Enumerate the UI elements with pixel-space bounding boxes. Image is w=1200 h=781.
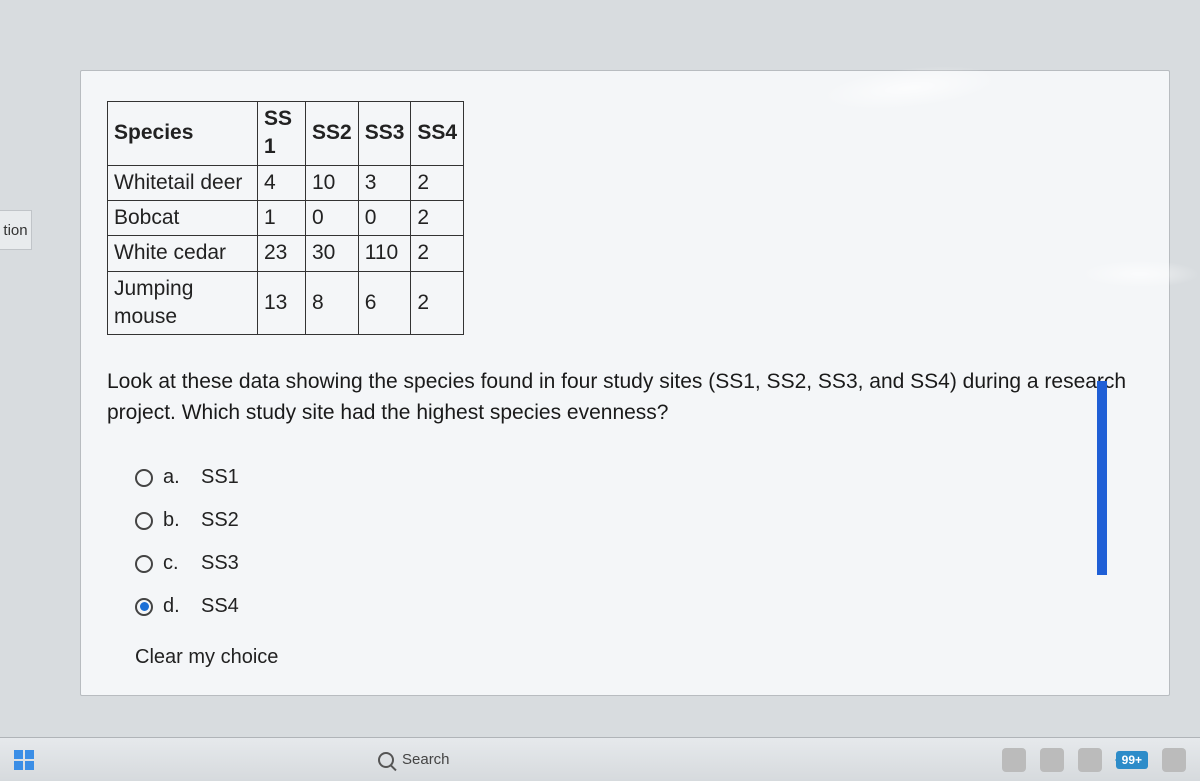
search-icon	[378, 752, 394, 768]
table-cell: 0	[306, 201, 359, 236]
taskbar-app-icon[interactable]	[1002, 748, 1026, 772]
option-b[interactable]: b. SS2	[135, 499, 1143, 542]
taskbar-app-icon[interactable]	[1162, 748, 1186, 772]
option-label: SS3	[201, 552, 239, 575]
radio-icon[interactable]	[135, 512, 153, 530]
search-placeholder: Search	[402, 751, 450, 768]
option-label: SS4	[201, 595, 239, 618]
table-header: Species	[108, 102, 258, 166]
species-data-table: Species SS 1 SS2 SS3 SS4 Whitetail deer …	[107, 101, 464, 335]
table-cell: 1	[258, 201, 306, 236]
table-cell: 10	[306, 165, 359, 200]
answer-options: a. SS1 b. SS2 c. SS3 d. SS4	[135, 456, 1143, 628]
question-text: Look at these data showing the species f…	[107, 367, 1143, 428]
radio-icon-selected[interactable]	[135, 598, 153, 616]
taskbar-search[interactable]: Search	[378, 751, 450, 768]
table-header-row: Species SS 1 SS2 SS3 SS4	[108, 102, 464, 166]
table-cell: Bobcat	[108, 201, 258, 236]
table-cell: 23	[258, 236, 306, 271]
option-letter: d.	[163, 595, 191, 618]
option-letter: a.	[163, 466, 191, 489]
table-cell: 3	[358, 165, 411, 200]
table-header: SS3	[358, 102, 411, 166]
option-label: SS1	[201, 466, 239, 489]
option-letter: b.	[163, 509, 191, 532]
table-row: Whitetail deer 4 10 3 2	[108, 165, 464, 200]
start-button[interactable]	[14, 750, 34, 770]
sidebar-fragment: tion	[0, 210, 32, 250]
table-cell: 2	[411, 165, 464, 200]
taskbar-app-icon[interactable]	[1040, 748, 1064, 772]
table-cell: Jumping mouse	[108, 271, 258, 335]
option-c[interactable]: c. SS3	[135, 542, 1143, 585]
clear-choice-link[interactable]: Clear my choice	[135, 646, 278, 669]
windows-taskbar[interactable]: Search 99+	[0, 737, 1200, 781]
option-label: SS2	[201, 509, 239, 532]
table-cell: 2	[411, 271, 464, 335]
table-cell: 110	[358, 236, 411, 271]
table-cell: White cedar	[108, 236, 258, 271]
radio-icon[interactable]	[135, 555, 153, 573]
table-row: Jumping mouse 13 8 6 2	[108, 271, 464, 335]
table-cell: 4	[258, 165, 306, 200]
table-cell: 0	[358, 201, 411, 236]
table-header: SS 1	[258, 102, 306, 166]
table-cell: 13	[258, 271, 306, 335]
scroll-indicator[interactable]	[1097, 381, 1107, 575]
table-row: Bobcat 1 0 0 2	[108, 201, 464, 236]
option-d[interactable]: d. SS4	[135, 585, 1143, 628]
table-cell: 8	[306, 271, 359, 335]
table-header: SS4	[411, 102, 464, 166]
table-cell: Whitetail deer	[108, 165, 258, 200]
radio-icon[interactable]	[135, 469, 153, 487]
table-cell: 30	[306, 236, 359, 271]
option-a[interactable]: a. SS1	[135, 456, 1143, 499]
notification-badge[interactable]: 99+	[1116, 751, 1148, 769]
table-cell: 2	[411, 201, 464, 236]
option-letter: c.	[163, 552, 191, 575]
table-row: White cedar 23 30 110 2	[108, 236, 464, 271]
table-cell: 6	[358, 271, 411, 335]
sidebar-fragment-text: tion	[3, 222, 27, 239]
taskbar-app-icon[interactable]	[1078, 748, 1102, 772]
question-card: Species SS 1 SS2 SS3 SS4 Whitetail deer …	[80, 70, 1170, 696]
table-header: SS2	[306, 102, 359, 166]
table-cell: 2	[411, 236, 464, 271]
